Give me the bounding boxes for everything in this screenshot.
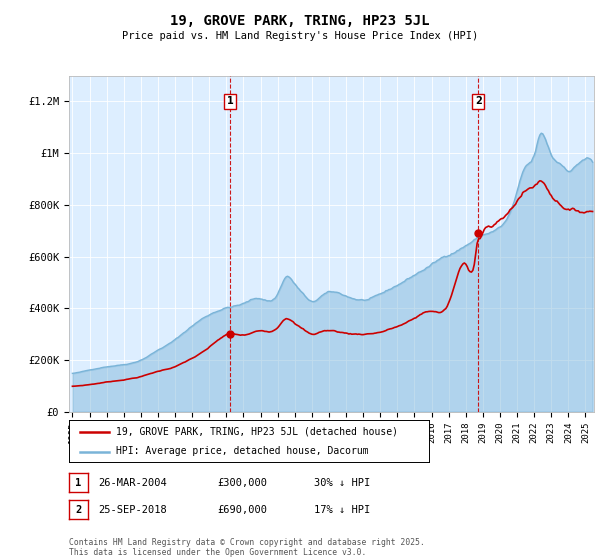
Text: 2: 2 <box>76 505 82 515</box>
Text: 30% ↓ HPI: 30% ↓ HPI <box>314 478 370 488</box>
Text: £300,000: £300,000 <box>218 478 268 488</box>
Text: £690,000: £690,000 <box>218 505 268 515</box>
Text: 2: 2 <box>475 96 482 106</box>
Text: 17% ↓ HPI: 17% ↓ HPI <box>314 505 370 515</box>
Text: 25-SEP-2018: 25-SEP-2018 <box>98 505 167 515</box>
Text: 1: 1 <box>76 478 82 488</box>
Text: Contains HM Land Registry data © Crown copyright and database right 2025.
This d: Contains HM Land Registry data © Crown c… <box>69 538 425 557</box>
Text: 19, GROVE PARK, TRING, HP23 5JL: 19, GROVE PARK, TRING, HP23 5JL <box>170 14 430 28</box>
Text: HPI: Average price, detached house, Dacorum: HPI: Average price, detached house, Daco… <box>116 446 368 456</box>
Text: 19, GROVE PARK, TRING, HP23 5JL (detached house): 19, GROVE PARK, TRING, HP23 5JL (detache… <box>116 427 398 437</box>
Text: Price paid vs. HM Land Registry's House Price Index (HPI): Price paid vs. HM Land Registry's House … <box>122 31 478 41</box>
Text: 1: 1 <box>227 96 233 106</box>
Text: 26-MAR-2004: 26-MAR-2004 <box>98 478 167 488</box>
